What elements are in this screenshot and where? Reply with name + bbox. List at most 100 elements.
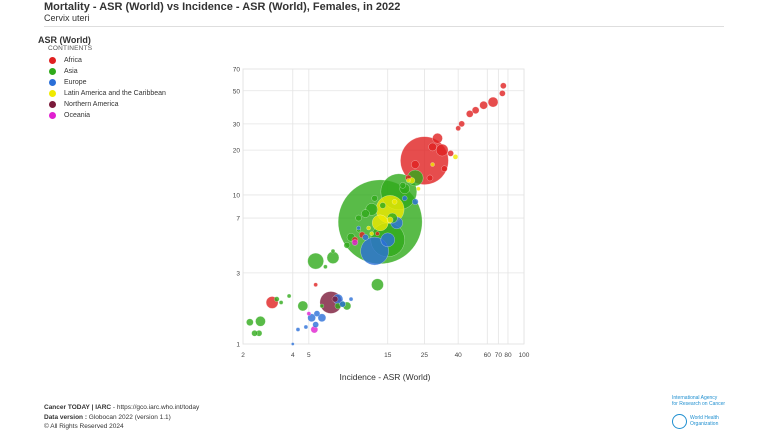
data-point-asia[interactable] <box>319 303 325 309</box>
y-tick-label: 1 <box>236 342 240 349</box>
data-point-europe[interactable] <box>348 296 354 302</box>
data-point-africa[interactable] <box>471 106 480 115</box>
data-point-europe[interactable] <box>339 300 346 308</box>
data-point-latin-america-and-the-caribbean[interactable] <box>371 214 389 232</box>
data-point-latin-america-and-the-caribbean[interactable] <box>386 216 394 224</box>
data-point-northern-america[interactable] <box>331 295 339 303</box>
data-point-africa[interactable] <box>466 110 474 118</box>
data-point-asia[interactable] <box>343 241 351 249</box>
legend-item[interactable]: Northern America <box>49 99 166 110</box>
data-point-africa[interactable] <box>435 143 449 157</box>
iarc-logo-line2: for Research on Cancer <box>672 400 726 407</box>
legend-marker-icon <box>49 112 56 119</box>
legend-marker-icon <box>49 57 56 64</box>
x-tick-label: 80 <box>504 352 512 359</box>
data-point-latin-america-and-the-caribbean[interactable] <box>406 178 411 183</box>
y-tick-label: 10 <box>233 192 241 199</box>
x-tick-label: 40 <box>455 352 463 359</box>
y-tick-label: 7 <box>236 216 240 223</box>
who-logo-line1: World Health <box>690 415 719 421</box>
data-point-asia[interactable] <box>278 300 284 305</box>
data-point-africa[interactable] <box>499 90 506 97</box>
x-tick-label: 70 <box>495 352 503 359</box>
legend-title: ASR (World) <box>38 35 91 45</box>
data-point-asia[interactable] <box>274 296 280 302</box>
data-point-europe[interactable] <box>307 313 316 323</box>
legend-item-label: Oceania <box>64 112 91 119</box>
data-point-asia[interactable] <box>286 293 292 299</box>
data-point-asia[interactable] <box>326 251 340 264</box>
data-point-latin-america-and-the-caribbean[interactable] <box>391 199 398 205</box>
data-point-africa[interactable] <box>447 150 454 157</box>
data-point-latin-america-and-the-caribbean[interactable] <box>369 231 374 236</box>
data-point-europe[interactable] <box>401 195 408 202</box>
data-point-africa[interactable] <box>410 160 420 169</box>
data-point-africa[interactable] <box>432 133 443 144</box>
data-point-africa[interactable] <box>426 174 434 182</box>
footer-version-label: Data version : <box>44 413 87 421</box>
who-logo-line2: Organization <box>690 420 719 427</box>
data-point-africa[interactable] <box>428 142 437 152</box>
data-point-africa[interactable] <box>479 100 488 110</box>
data-point-europe[interactable] <box>312 321 319 328</box>
data-point-asia[interactable] <box>323 264 328 269</box>
x-tick-label: 100 <box>519 352 530 359</box>
legend-item[interactable]: Africa <box>49 55 166 66</box>
data-point-africa[interactable] <box>458 120 465 128</box>
logos: International Agency for Research on Can… <box>672 395 726 429</box>
data-point-asia[interactable] <box>355 214 362 222</box>
data-point-asia[interactable] <box>399 182 407 189</box>
legend: ASR (World) CONTINENTS Africa Asia Europe L… <box>38 35 166 121</box>
data-point-asia[interactable] <box>297 300 309 312</box>
data-point-europe[interactable] <box>360 236 389 266</box>
data-point-europe[interactable] <box>356 225 361 231</box>
legend-item[interactable]: Europe <box>49 77 166 88</box>
data-point-asia[interactable] <box>251 330 258 337</box>
data-point-asia[interactable] <box>330 248 336 254</box>
data-point-asia[interactable] <box>361 209 370 218</box>
data-point-europe[interactable] <box>303 324 309 330</box>
data-point-latin-america-and-the-caribbean[interactable] <box>366 225 371 231</box>
data-point-latin-america-and-the-caribbean[interactable] <box>430 162 435 167</box>
y-tick-label: 70 <box>233 67 241 74</box>
footer-source-bold: Cancer TODAY | IARC <box>44 404 112 411</box>
data-point-europe[interactable] <box>313 310 321 317</box>
data-point-oceania[interactable] <box>306 311 312 316</box>
data-point-asia[interactable] <box>255 316 266 327</box>
data-point-africa[interactable] <box>441 165 448 172</box>
data-point-asia[interactable] <box>379 202 387 209</box>
who-emblem-icon <box>672 414 687 429</box>
data-point-latin-america-and-the-caribbean[interactable] <box>416 186 421 192</box>
data-point-europe[interactable] <box>362 234 369 241</box>
data-point-africa[interactable] <box>487 96 499 108</box>
x-tick-label: 15 <box>384 352 392 359</box>
data-point-europe[interactable] <box>291 342 295 346</box>
footer-copyright: © All Rights Reserved 2024 <box>44 423 124 430</box>
legend-item[interactable]: Oceania <box>49 110 166 121</box>
data-point-oceania[interactable] <box>351 239 359 246</box>
data-point-europe[interactable] <box>411 198 419 206</box>
legend-item-label: Africa <box>64 57 82 64</box>
legend-item[interactable]: Asia <box>49 66 166 77</box>
legend-item[interactable]: Latin America and the Caribbean <box>49 88 166 99</box>
data-point-europe[interactable] <box>380 232 395 248</box>
data-point-europe[interactable] <box>317 313 327 323</box>
title-divider <box>44 26 724 27</box>
data-point-africa[interactable] <box>313 282 318 287</box>
legend-marker-icon <box>49 101 56 108</box>
data-point-asia[interactable] <box>371 195 378 202</box>
legend-marker-icon <box>49 79 56 86</box>
data-point-asia[interactable] <box>307 252 324 270</box>
data-point-latin-america-and-the-caribbean[interactable] <box>452 154 459 160</box>
footer-source-link[interactable]: - https://gco.iarc.who.int/today <box>111 404 200 411</box>
x-tick-label: 60 <box>484 352 492 359</box>
data-point-asia[interactable] <box>371 278 384 291</box>
data-point-europe[interactable] <box>295 327 301 332</box>
data-point-asia[interactable] <box>246 318 254 326</box>
data-point-africa[interactable] <box>455 125 461 132</box>
data-point-africa[interactable] <box>500 82 507 90</box>
legend-item-label: Northern America <box>64 101 119 108</box>
x-tick-label: 25 <box>421 352 429 359</box>
data-point-africa[interactable] <box>375 231 380 236</box>
